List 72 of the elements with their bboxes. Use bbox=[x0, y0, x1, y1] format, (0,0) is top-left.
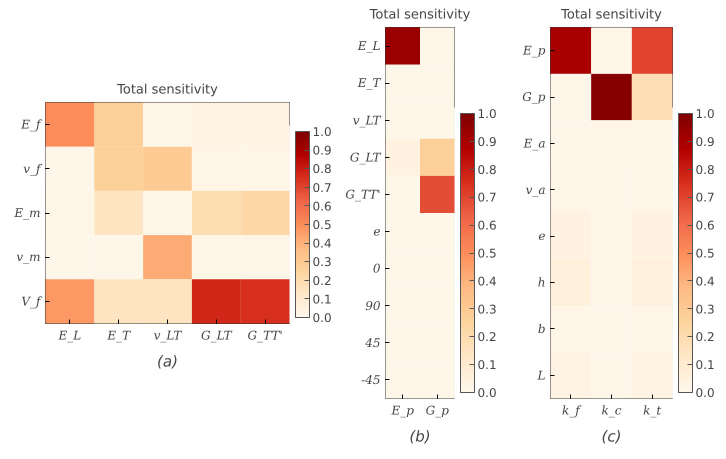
y-tick-label: e bbox=[373, 224, 381, 239]
color-bar-label: 0.2 bbox=[312, 274, 332, 288]
y-tick-label: b bbox=[538, 322, 546, 336]
x-tick-label: G_p bbox=[426, 404, 450, 418]
x-tick-label: G_TT' bbox=[248, 328, 283, 342]
color-bar-label: 0.9 bbox=[312, 144, 332, 158]
color-bar-label: 0.5 bbox=[312, 218, 332, 232]
color-bar-label: 0.5 bbox=[478, 246, 497, 260]
color-bar-label: 0.7 bbox=[696, 190, 715, 205]
color-bar-label: 0.0 bbox=[696, 386, 715, 400]
y-tick-label: E_T bbox=[356, 76, 382, 90]
color-bar-label: 0.6 bbox=[696, 218, 715, 233]
color-bar-label: 0.3 bbox=[312, 255, 332, 270]
x-tick-label: G_LT bbox=[201, 328, 233, 342]
color-bar-label: 0.4 bbox=[312, 236, 332, 251]
color-bar-label: 0.7 bbox=[478, 190, 497, 205]
x-tick-label: k_f bbox=[562, 404, 582, 418]
y-tick-label: v_a bbox=[526, 182, 546, 197]
y-tick-label: E_L bbox=[356, 39, 381, 54]
color-bar-label: 0.9 bbox=[696, 134, 715, 149]
color-bar-label: 0.6 bbox=[478, 218, 497, 233]
color-bar-label: 1.0 bbox=[696, 107, 715, 121]
y-tick-label: 90 bbox=[365, 298, 381, 313]
x-tick-label: E_p bbox=[390, 404, 414, 418]
y-tick-label: V_f bbox=[21, 294, 44, 308]
color-bar-label: 0.2 bbox=[696, 330, 715, 344]
color-bar-label: 0.8 bbox=[696, 162, 715, 177]
color-bar-label: 0.0 bbox=[312, 311, 332, 325]
x-tick-label: k_c bbox=[602, 404, 622, 418]
y-tick-label: h bbox=[538, 276, 546, 290]
y-tick-label: v_m bbox=[16, 250, 41, 264]
color-bar-label: 0.4 bbox=[696, 274, 715, 288]
color-bar-label: 1.0 bbox=[312, 125, 332, 139]
y-tick-label: G_p bbox=[522, 90, 546, 104]
chart-title: Total sensitivity bbox=[368, 8, 471, 22]
y-tick-label: e bbox=[538, 229, 546, 244]
y-tick-label: -45 bbox=[361, 372, 381, 387]
x-tick-label: k_t bbox=[643, 404, 662, 418]
y-tick-label: 45 bbox=[364, 336, 381, 350]
text: (c) bbox=[602, 428, 622, 446]
y-tick-label: L bbox=[536, 368, 546, 382]
y-tick-label: v_f bbox=[23, 162, 44, 176]
color-bar-label: 0.2 bbox=[478, 330, 497, 344]
color-bar-label: 0.6 bbox=[312, 199, 332, 214]
chart-title: Total sensitivity bbox=[116, 82, 218, 98]
color-bar-label: 0.8 bbox=[478, 162, 497, 177]
y-tick-label: 0 bbox=[372, 262, 381, 276]
color-bar-label: 0.1 bbox=[696, 358, 715, 372]
color-bar-label: 0.1 bbox=[478, 358, 497, 372]
color-bar-label: 0.7 bbox=[312, 180, 332, 195]
color-bar-label: 0.9 bbox=[478, 134, 497, 149]
y-tick-label: E_p bbox=[522, 44, 546, 58]
color-bar-label: 0.4 bbox=[478, 274, 497, 288]
y-tick-label: v_LT bbox=[352, 113, 382, 128]
text: (a) bbox=[157, 352, 178, 370]
y-tick-label: E_a bbox=[522, 136, 546, 150]
color-bar-label: 0.0 bbox=[478, 386, 497, 400]
chart-title: Total sensitivity bbox=[560, 8, 662, 22]
color-bar-label: 0.3 bbox=[696, 302, 715, 316]
y-tick-label: E_f bbox=[20, 118, 44, 132]
text: (b) bbox=[409, 428, 431, 446]
y-tick-label: G_TT' bbox=[345, 187, 381, 202]
x-tick-label: E_T bbox=[106, 328, 132, 342]
y-tick-label: G_LT bbox=[350, 150, 382, 164]
x-tick-label: v_LT bbox=[154, 328, 182, 342]
color-bar-label: 0.3 bbox=[478, 302, 497, 316]
color-bar-label: 0.8 bbox=[312, 162, 332, 176]
color-bar-label: 0.5 bbox=[696, 246, 715, 260]
y-tick-label: E_m bbox=[13, 206, 40, 220]
color-bar-label: 0.1 bbox=[312, 292, 332, 306]
x-tick-label: E_L bbox=[58, 328, 82, 342]
color-bar-label: 1.0 bbox=[478, 107, 497, 121]
